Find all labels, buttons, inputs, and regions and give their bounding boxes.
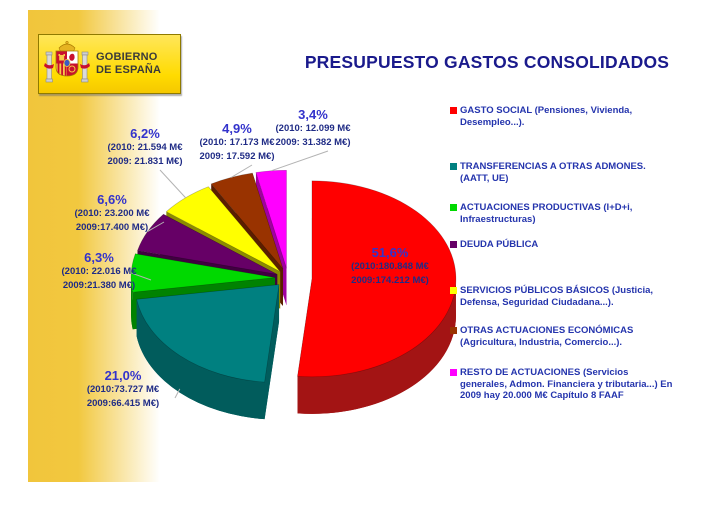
spain-coat-of-arms-icon (44, 40, 90, 83)
legend-item-6: RESTO DE ACTUACIONES (Servicios generale… (450, 367, 674, 402)
legend-item-0: GASTO SOCIAL (Pensiones, Vivienda, Desem… (450, 105, 674, 128)
government-logo: GOBIERNO DE ESPAÑA (38, 34, 181, 94)
logo-line-1: GOBIERNO (96, 51, 158, 63)
pie-slice-1-top (136, 284, 280, 383)
pie-label-leader-line-3 (147, 221, 165, 232)
legend-label: SERVICIOS PÚBLICOS BÁSICOS (Justicia, De… (460, 285, 654, 308)
pie-label-leader-line-2 (131, 272, 152, 281)
logo-line-2: DE ESPAÑA (96, 64, 162, 76)
legend-swatch-icon (450, 107, 457, 114)
slide-title: PRESUPUESTO GASTOS CONSOLIDADOS (304, 52, 670, 72)
legend-swatch-icon (450, 204, 457, 211)
legend-item-2: ACTUACIONES PRODUCTIVAS (I+D+i, Infraest… (450, 202, 674, 225)
legend-label: OTRAS ACTUACIONES ECONÓMICAS (Agricultur… (460, 325, 634, 348)
legend-label: ACTUACIONES PRODUCTIVAS (I+D+i, Infraest… (460, 202, 633, 225)
pie-slice-1-wall (136, 299, 265, 420)
chart-legend: GASTO SOCIAL (Pensiones, Vivienda, Desem… (450, 97, 705, 457)
legend-item-1: TRANSFERENCIAS A OTRAS ADMONES. (AATT, U… (450, 161, 674, 184)
pie-slice-0-top (297, 180, 457, 378)
logo-text: GOBIERNO DE ESPAÑA (96, 51, 161, 77)
legend-label: DEUDA PÚBLICA (460, 239, 539, 250)
legend-label: TRANSFERENCIAS A OTRAS ADMONES. (AATT, U… (460, 161, 646, 184)
pie-label-leader-line-5 (230, 164, 253, 178)
legend-swatch-icon (450, 287, 457, 294)
legend-swatch-icon (450, 369, 457, 376)
legend-swatch-icon (450, 241, 457, 248)
legend-label: GASTO SOCIAL (Pensiones, Vivienda, Desem… (460, 105, 633, 128)
pie-slice-5-top (210, 172, 284, 270)
pie-slice-0-wall (297, 278, 456, 414)
legend-label: RESTO DE ACTUACIONES (Servicios generale… (460, 367, 673, 401)
pie-slice-6-top (255, 169, 287, 269)
legend-swatch-icon (450, 163, 457, 170)
pie-slice-2-wall (131, 277, 133, 330)
legend-swatch-icon (450, 327, 457, 334)
pie-label-leader-line-1 (174, 388, 181, 399)
pie-label-leader-line-4 (159, 169, 186, 199)
legend-item-4: SERVICIOS PÚBLICOS BÁSICOS (Justicia, De… (450, 285, 674, 308)
pie-label-leader-line-6 (270, 150, 329, 172)
legend-item-5: OTRAS ACTUACIONES ECONÓMICAS (Agricultur… (450, 325, 674, 348)
legend-item-3: DEUDA PÚBLICA (450, 239, 674, 251)
